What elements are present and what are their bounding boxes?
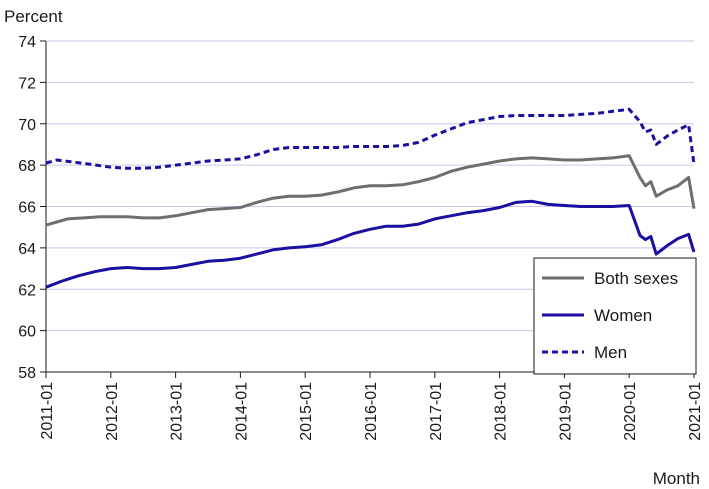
axes: 58 60 62 64 66 68 70 72 74 2011-01 2012-01 2013-01 2… bbox=[18, 34, 704, 441]
x-tick-label: 2019-01 bbox=[557, 382, 574, 441]
series-line-women bbox=[45, 199, 696, 289]
x-tick-label: 2021-01 bbox=[687, 382, 704, 441]
x-tick-label: 2015-01 bbox=[298, 382, 315, 441]
x-tick-label: 2016-01 bbox=[363, 382, 380, 441]
y-tick-label: 62 bbox=[18, 282, 36, 299]
y-tick-label: 70 bbox=[18, 117, 36, 134]
y-tick-label: 66 bbox=[18, 200, 36, 217]
y-tick-label: 72 bbox=[18, 75, 36, 92]
x-tick-label: 2014-01 bbox=[233, 382, 250, 441]
y-tick-label: 58 bbox=[18, 365, 36, 382]
series-lines bbox=[45, 107, 696, 289]
legend: Both sexes Women Men bbox=[533, 257, 697, 375]
legend-label: Both sexes bbox=[594, 269, 678, 288]
x-tick-label: 2011-01 bbox=[39, 382, 56, 440]
series-line-men bbox=[45, 107, 696, 170]
y-tick-label: 60 bbox=[18, 324, 36, 341]
legend-label: Men bbox=[594, 343, 627, 362]
y-tick-label: 64 bbox=[18, 241, 36, 258]
x-tick-label: 2017-01 bbox=[428, 382, 445, 441]
legend-label: Women bbox=[594, 306, 652, 325]
gridlines bbox=[46, 40, 694, 332]
y-tick-label: 74 bbox=[18, 34, 36, 51]
x-tick-label: 2018-01 bbox=[493, 382, 510, 441]
x-tick-label: 2013-01 bbox=[169, 382, 186, 441]
series-line-both-sexes bbox=[45, 154, 696, 227]
x-tick-label: 2012-01 bbox=[104, 382, 121, 441]
x-axis-title: Month bbox=[653, 469, 700, 488]
y-axis-title: Percent bbox=[4, 7, 63, 26]
y-tick-label: 68 bbox=[18, 158, 36, 175]
x-tick-label: 2020-01 bbox=[622, 382, 639, 441]
